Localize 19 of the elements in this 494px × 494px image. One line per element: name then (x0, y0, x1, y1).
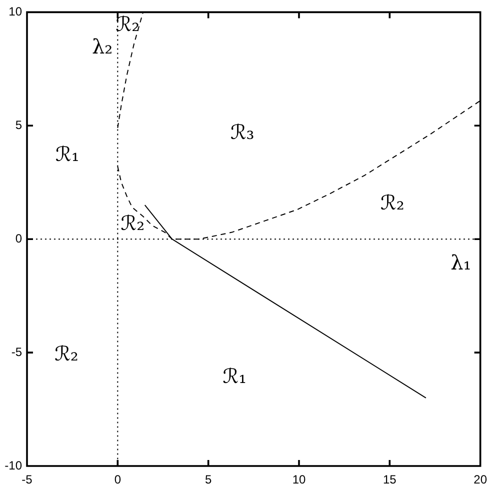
annotation: ℛ₁ (55, 142, 80, 166)
x-tick-label: 20 (474, 472, 488, 487)
y-tick-label: 5 (15, 118, 22, 132)
annotation: ℛ₂ (120, 210, 145, 235)
ref-line-label: λ₂ (92, 34, 113, 58)
x-tick-label: 0 (114, 472, 122, 487)
x-tick-label: 5 (204, 472, 212, 487)
x-tick-label: 10 (292, 472, 306, 487)
annotation: ℛ₃ (230, 120, 254, 144)
annotation: ℛ₂ (54, 341, 78, 366)
ref-line-label: λ₁ (450, 250, 472, 274)
y-tick-label: -10 (4, 458, 22, 472)
annotation: ℛ₁ (222, 364, 247, 388)
x-tick-label: 15 (382, 472, 397, 487)
annotation: ℛ₂ (380, 190, 404, 214)
y-tick-label: 0 (15, 231, 22, 246)
y-tick-label: 10 (8, 4, 22, 19)
y-tick-label: -5 (11, 344, 22, 359)
annotation: ℛ₂ (116, 12, 140, 36)
